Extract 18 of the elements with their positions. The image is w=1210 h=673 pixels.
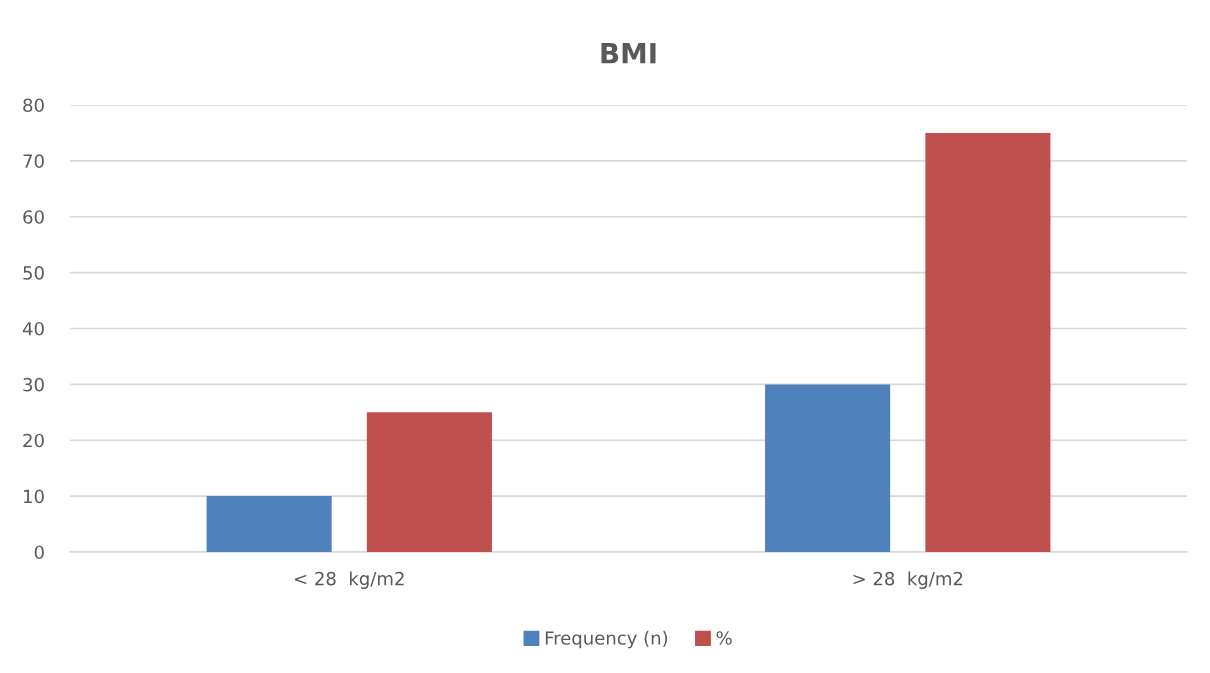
- legend-label: Frequency (n): [545, 630, 668, 649]
- y-tick-label: 40: [22, 321, 44, 336]
- bar: [366, 412, 492, 552]
- y-tick-label: 10: [24, 489, 44, 504]
- y-tick-label: 70: [23, 154, 44, 168]
- y-tick-label: 20: [23, 433, 44, 448]
- bar: [925, 132, 1051, 552]
- bar: [206, 496, 332, 552]
- y-tick-label: 60: [23, 210, 44, 224]
- bar: [765, 384, 891, 552]
- y-tick-label: 0: [34, 545, 44, 560]
- x-tick-label: > 28 kg/m2: [853, 571, 963, 589]
- chart-title: BMI: [601, 43, 656, 64]
- y-tick-label: 30: [23, 377, 44, 392]
- y-tick-label: 50: [23, 266, 44, 280]
- x-tick-label: < 28 kg/m2: [294, 571, 404, 589]
- legend-label: %: [716, 631, 732, 645]
- y-tick-label: 80: [23, 98, 44, 113]
